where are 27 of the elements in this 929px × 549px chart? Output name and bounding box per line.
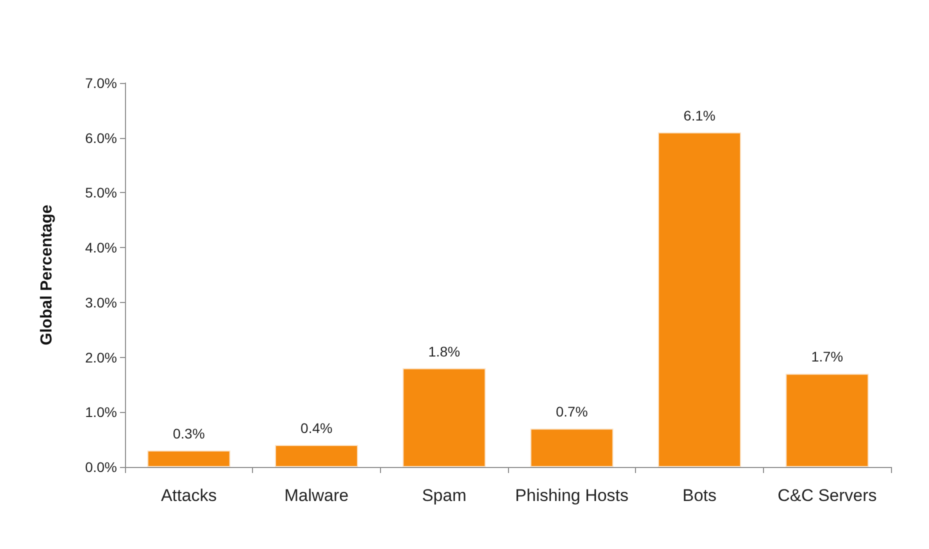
x-tick-label: C&C Servers — [778, 486, 877, 505]
data-label: 1.7% — [811, 348, 844, 365]
y-tick-label: 2.0% — [85, 349, 117, 366]
y-tick-label: 5.0% — [85, 184, 117, 201]
x-tick-label: Attacks — [160, 486, 217, 505]
x-tick-label: Malware — [284, 486, 349, 505]
y-tick-label: 7.0% — [85, 75, 117, 91]
bar — [786, 374, 869, 467]
y-tick-label: 0.0% — [85, 459, 117, 475]
y-tick-label: 4.0% — [85, 240, 117, 256]
bar — [275, 445, 358, 467]
data-label: 6.1% — [684, 107, 716, 124]
bar — [402, 368, 486, 467]
data-label: 0.3% — [172, 426, 205, 442]
x-tick-label: Phishing Hosts — [515, 486, 629, 505]
x-tick-label: Spam — [422, 486, 466, 505]
x-tick-label: Bots — [682, 486, 717, 505]
data-label: 1.8% — [428, 343, 460, 360]
bar — [658, 132, 741, 467]
data-label: 0.7% — [556, 404, 588, 420]
y-tick-label: 1.0% — [85, 404, 117, 420]
data-label: 0.4% — [300, 420, 332, 436]
y-axis-title: Global Percentage — [38, 204, 56, 346]
y-tick-label: 3.0% — [85, 294, 117, 310]
bar — [530, 428, 614, 467]
y-tick-label: 6.0% — [85, 130, 117, 146]
bar — [147, 450, 230, 467]
